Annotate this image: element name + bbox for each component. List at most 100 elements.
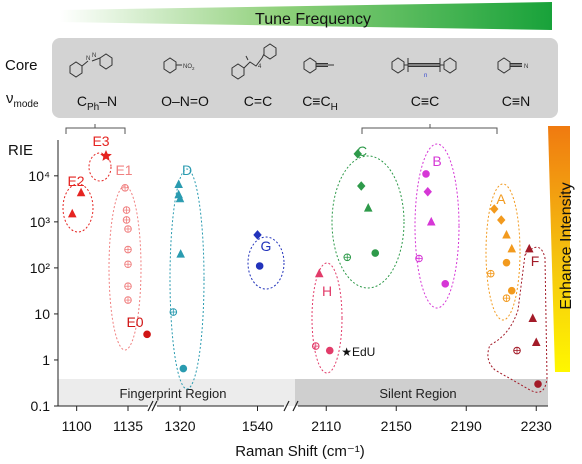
core-panel xyxy=(52,38,558,118)
data-point-triangle xyxy=(314,268,324,278)
y-tick-label: 0.1 xyxy=(31,398,51,414)
data-point-diamond xyxy=(490,204,499,214)
mode-label-2: C=C xyxy=(244,93,272,109)
svg-text:NO2: NO2 xyxy=(183,64,195,71)
group-label-H: H xyxy=(322,283,332,299)
group-label-D: D xyxy=(182,162,192,178)
group-labels: E2 E3 E1 E0 D G H C B A F ★EdU xyxy=(67,133,539,359)
x-tick-label: 1100 xyxy=(62,418,92,434)
data-point-crosshair xyxy=(311,342,320,350)
vmode-label: νmode xyxy=(6,90,39,110)
data-point-crosshair xyxy=(124,296,132,304)
x-tick-label: 2230 xyxy=(521,418,552,434)
data-point-triangle xyxy=(363,203,373,212)
x-tick-label: 2150 xyxy=(381,418,412,434)
core-label: Core xyxy=(5,57,38,74)
data-point-circle xyxy=(371,249,380,257)
mode-label-4: C≡C xyxy=(411,93,439,109)
data-point-crosshair xyxy=(124,260,132,269)
polyyne-structure: n xyxy=(391,57,457,79)
silent-region-label: Silent Region xyxy=(379,386,456,401)
y-tick-label: 1 xyxy=(42,352,50,368)
data-point-triangle xyxy=(176,249,185,258)
group-label-B: B xyxy=(432,153,441,169)
data-point-circle xyxy=(502,258,511,267)
data-point-triangle xyxy=(531,337,541,347)
mode-labels: CPh–N O–N=O C=C C≡CH C≡C C≡N xyxy=(77,93,530,113)
group-E2-outline xyxy=(62,183,94,233)
mode-label-3: C≡CH xyxy=(302,93,338,113)
group-H-outline xyxy=(311,262,343,374)
data-point-crosshair xyxy=(343,253,352,262)
axis-break-mark xyxy=(283,400,290,412)
data-point-circle xyxy=(179,364,188,373)
data-point-circle xyxy=(507,286,516,295)
data-point-circle xyxy=(441,280,450,288)
axis-break-mark xyxy=(292,400,299,412)
y-tick-label: 10² xyxy=(30,260,51,276)
azobenzene-structure: N N xyxy=(69,53,113,78)
data-point-triangle xyxy=(174,179,183,189)
x-tick-label: 1320 xyxy=(164,418,195,434)
axis-break-mark xyxy=(151,400,158,412)
svg-text:N: N xyxy=(86,56,90,62)
data-point-triangle xyxy=(502,229,511,239)
data-point-triangle xyxy=(67,208,77,218)
group-label-F: F xyxy=(531,253,540,269)
fingerprint-region-band xyxy=(58,379,295,406)
data-point-diamond xyxy=(497,215,506,225)
mode-label-5: C≡N xyxy=(502,93,530,109)
data-point-diamond xyxy=(423,187,432,197)
tune-frequency-banner xyxy=(60,2,552,30)
data-point-crosshair xyxy=(122,216,131,224)
annotation-edu: ★EdU xyxy=(341,345,375,359)
x-tick-label: 2190 xyxy=(451,418,482,434)
polyene-structure: 4 xyxy=(231,43,277,80)
y-tick-label: 10⁴ xyxy=(28,168,50,184)
chart-axes: 0.1 1 10 10² 10³ 10⁴ 1100 1135 1320 1540 2110 2150 2… xyxy=(28,140,552,434)
data-point-crosshair xyxy=(124,282,132,291)
data-point-crosshair xyxy=(122,206,131,214)
x-tick-label: 1540 xyxy=(242,418,273,434)
group-A-outline xyxy=(485,183,521,321)
data-point-circle xyxy=(325,346,334,355)
data-point-triangle xyxy=(524,243,534,253)
group-ellipses xyxy=(62,143,548,393)
mode-label-1: O–N=O xyxy=(161,93,209,109)
silent-region-band xyxy=(295,379,548,406)
group-label-E0: E0 xyxy=(126,314,143,330)
group-label-A: A xyxy=(496,191,506,207)
group-B-outline xyxy=(414,143,460,309)
data-point-crosshair xyxy=(502,294,511,302)
data-point-diamond xyxy=(253,230,262,240)
group-label-E2: E2 xyxy=(67,173,84,189)
silent-bracket xyxy=(361,127,498,134)
x-axis-label: Raman Shift (cm⁻¹) xyxy=(235,443,365,460)
y-tick-label: 10 xyxy=(34,306,50,322)
data-point-circle xyxy=(422,170,430,178)
data-point-circle xyxy=(255,262,264,270)
group-E3-outline xyxy=(88,152,112,182)
fingerprint-region-label: Fingerprint Region xyxy=(120,386,227,401)
svg-text:n: n xyxy=(424,73,427,79)
svg-text:N: N xyxy=(524,64,528,70)
data-point-crosshair xyxy=(486,269,495,278)
enhance-intensity-bar xyxy=(548,126,570,372)
data-point-star xyxy=(100,149,112,161)
data-point-triangle xyxy=(175,193,185,203)
data-point-circle xyxy=(143,330,151,339)
svg-text:N: N xyxy=(92,53,96,59)
data-point-circle xyxy=(534,380,542,388)
group-label-E1: E1 xyxy=(115,162,132,178)
data-points xyxy=(67,149,542,388)
x-tick-label: 2110 xyxy=(311,418,341,434)
tune-frequency-label: Tune Frequency xyxy=(255,11,371,28)
y-axis-label: RIE xyxy=(8,142,33,159)
group-label-E3: E3 xyxy=(92,133,109,149)
mode-label-0: CPh–N xyxy=(77,93,117,113)
data-point-crosshair xyxy=(124,225,132,233)
data-point-triangle xyxy=(507,243,517,253)
group-label-C: C xyxy=(357,143,367,159)
data-point-diamond xyxy=(357,181,366,191)
